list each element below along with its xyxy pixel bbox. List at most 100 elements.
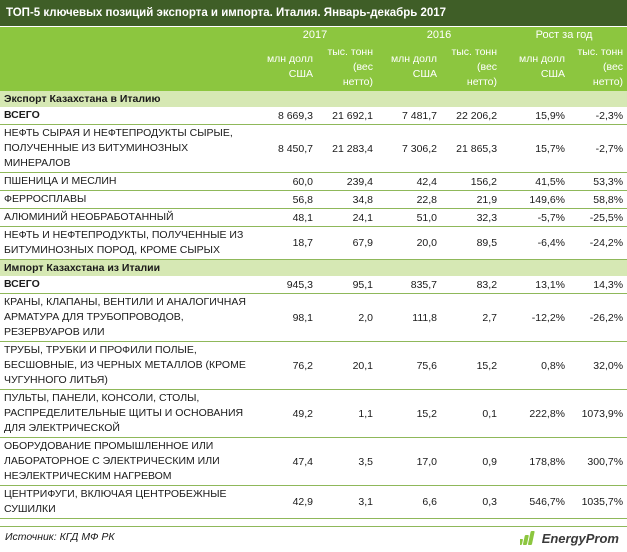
footer: Источник: КГД МФ РК EnergyProm [0,526,627,552]
source-note: Источник: КГД МФ РК [5,531,115,543]
table-row-total: ВСЕГО 945,3 95,1 835,7 83,2 13,1% 14,3% [0,276,627,294]
cell: 1035,7% [569,485,627,519]
cell: 300,7% [569,437,627,486]
row-name: НЕФТЬ СЫРАЯ И НЕФТЕПРОДУКТЫ СЫРЫЕ, ПОЛУЧ… [0,124,253,173]
row-name: ФЕРРОСПЛАВЫ [0,190,253,209]
cell: -2,3% [569,107,627,125]
cell: 32,3 [441,208,502,227]
cell: 34,8 [317,190,378,209]
header-unit: млн долл США [377,43,442,91]
cell: -26,2% [569,293,627,342]
cell: -2,7% [569,124,627,173]
cell: 8 669,3 [253,107,317,125]
cell: -25,5% [569,208,627,227]
table-row-total: ВСЕГО 8 669,3 21 692,1 7 481,7 22 206,2 … [0,107,627,125]
table-row: ПШЕНИЦА И МЕСЛИН 60,0 239,4 42,4 156,2 4… [0,172,627,191]
header-years-row: 2017 2016 Рост за год [0,27,627,43]
header-year-2016: 2016 [377,27,502,43]
table-row: АЛЮМИНИЙ НЕОБРАБОТАННЫЙ 48,1 24,1 51,0 3… [0,208,627,227]
cell: 14,3% [569,276,627,294]
cell: -24,2% [569,226,627,260]
cell: 48,1 [253,208,317,227]
table-row: ЦЕНТРИФУГИ, ВКЛЮЧАЯ ЦЕНТРОБЕЖНЫЕ СУШИЛКИ… [0,485,627,519]
header-year-2017: 2017 [253,27,378,43]
table-row: ОБОРУДОВАНИЕ ПРОМЫШЛЕННОЕ ИЛИ ЛАБОРАТОРН… [0,437,627,486]
cell: 0,8% [501,341,570,390]
row-name: ВСЕГО [0,276,253,294]
cell: -5,7% [501,208,570,227]
cell: 239,4 [317,172,378,191]
cell: 3,1 [317,485,378,519]
row-name: ВСЕГО [0,107,253,125]
cell: 58,8% [569,190,627,209]
table-row: НЕФТЬ И НЕФТЕПРОДУКТЫ, ПОЛУЧЕННЫЕ ИЗ БИТ… [0,226,627,260]
section-import: Импорт Казахстана из Италии [0,259,627,276]
cell: 20,1 [317,341,378,390]
cell: 21,9 [441,190,502,209]
cell: 111,8 [377,293,442,342]
table-row: ТРУБЫ, ТРУБКИ И ПРОФИЛИ ПОЛЫЕ, БЕСШОВНЫЕ… [0,341,627,390]
section-title: Импорт Казахстана из Италии [0,259,627,276]
cell: 0,1 [441,389,502,438]
energyprom-logo-icon [519,531,535,545]
cell: 835,7 [377,276,442,294]
cell: 20,0 [377,226,442,260]
cell: 0,9 [441,437,502,486]
cell: 95,1 [317,276,378,294]
cell: 89,5 [441,226,502,260]
header-growth: Рост за год [501,27,627,43]
cell: 21 865,3 [441,124,502,173]
cell: 24,1 [317,208,378,227]
cell: 98,1 [253,293,317,342]
cell: 17,0 [377,437,442,486]
cell: 53,3% [569,172,627,191]
cell: -12,2% [501,293,570,342]
row-name: КРАНЫ, КЛАПАНЫ, ВЕНТИЛИ И АНАЛОГИЧНАЯ АР… [0,293,253,342]
cell: 178,8% [501,437,570,486]
cell: 56,8 [253,190,317,209]
cell: 15,2 [441,341,502,390]
cell: 21 283,4 [317,124,378,173]
cell: 13,1% [501,276,570,294]
cell: 49,2 [253,389,317,438]
section-title: Экспорт Казахстана в Италию [0,91,627,107]
cell: 945,3 [253,276,317,294]
row-name: ТРУБЫ, ТРУБКИ И ПРОФИЛИ ПОЛЫЕ, БЕСШОВНЫЕ… [0,341,253,390]
cell: 67,9 [317,226,378,260]
cell: 75,6 [377,341,442,390]
cell: 22,8 [377,190,442,209]
cell: 76,2 [253,341,317,390]
cell: 3,5 [317,437,378,486]
trade-table: 2017 2016 Рост за год млн долл США тыс. … [0,27,627,519]
brand-logo: EnergyProm [519,530,619,546]
cell: 60,0 [253,172,317,191]
header-units-row: млн долл США тыс. тонн (вес нетто) млн д… [0,43,627,91]
cell: 22 206,2 [441,107,502,125]
cell: 149,6% [501,190,570,209]
cell: 7 481,7 [377,107,442,125]
cell: -6,4% [501,226,570,260]
cell: 2,0 [317,293,378,342]
header-blank [0,43,253,91]
cell: 6,6 [377,485,442,519]
cell: 1073,9% [569,389,627,438]
header-unit: тыс. тонн (вес нетто) [441,43,502,91]
cell: 156,2 [441,172,502,191]
cell: 15,7% [501,124,570,173]
cell: 15,2 [377,389,442,438]
cell: 222,8% [501,389,570,438]
cell: 546,7% [501,485,570,519]
cell: 32,0% [569,341,627,390]
row-name: НЕФТЬ И НЕФТЕПРОДУКТЫ, ПОЛУЧЕННЫЕ ИЗ БИТ… [0,226,253,260]
table-row: ПУЛЬТЫ, ПАНЕЛИ, КОНСОЛИ, СТОЛЫ, РАСПРЕДЕ… [0,389,627,438]
cell: 8 450,7 [253,124,317,173]
cell: 15,9% [501,107,570,125]
table-row: ФЕРРОСПЛАВЫ 56,8 34,8 22,8 21,9 149,6% 5… [0,190,627,209]
row-name: ЦЕНТРИФУГИ, ВКЛЮЧАЯ ЦЕНТРОБЕЖНЫЕ СУШИЛКИ [0,485,253,519]
cell: 42,9 [253,485,317,519]
cell: 1,1 [317,389,378,438]
cell: 0,3 [441,485,502,519]
cell: 51,0 [377,208,442,227]
cell: 42,4 [377,172,442,191]
